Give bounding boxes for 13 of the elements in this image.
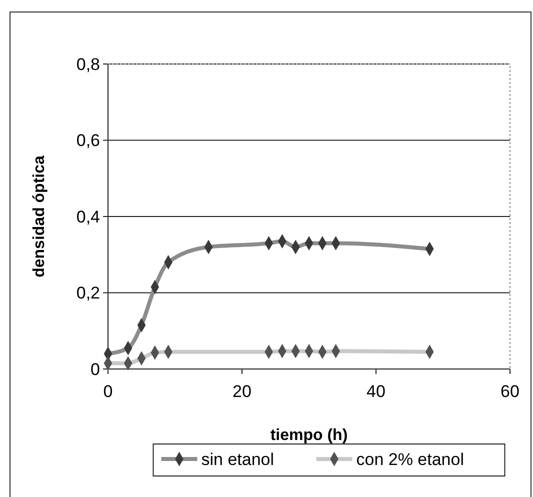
- y-tick-label: 0,6: [76, 131, 100, 150]
- y-tick-label: 0,4: [76, 207, 100, 226]
- x-tick-label: 0: [103, 382, 113, 401]
- y-tick-label: 0: [90, 360, 100, 379]
- y-tick-label: 0,8: [76, 54, 100, 74]
- x-axis-title: tiempo (h): [270, 427, 348, 444]
- x-tick-label: 20: [232, 382, 252, 401]
- y-axis-title: densidad óptica: [31, 156, 48, 278]
- x-tick-label: 40: [366, 382, 386, 401]
- x-tick-label: 60: [500, 382, 520, 401]
- legend-label: sin etanol: [201, 450, 274, 469]
- legend-label: con 2% etanol: [356, 450, 464, 469]
- y-tick-label: 0,2: [76, 284, 100, 303]
